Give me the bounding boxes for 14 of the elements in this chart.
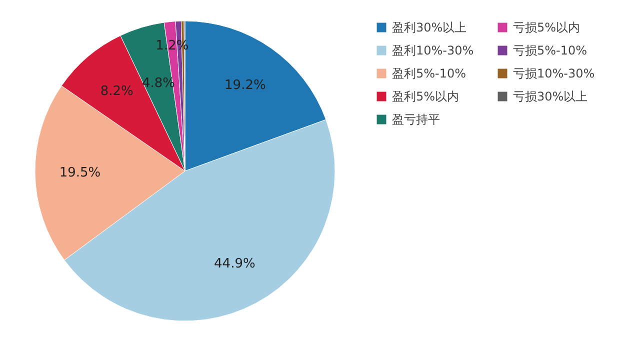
data-label: 19.2% [224, 78, 266, 93]
legend-label: 亏损5%-10% [513, 44, 588, 58]
data-label: 1.2% [156, 38, 189, 54]
legend-label: 盈亏持平 [392, 112, 440, 126]
legend-label: 亏损30%以上 [513, 90, 588, 104]
legend-label: 盈利30%以上 [392, 20, 467, 35]
legend-label: 亏损5%以内 [513, 20, 580, 35]
legend-label: 盈利5%-10% [392, 66, 466, 80]
legend-label: 盈利5%以内 [392, 90, 460, 104]
data-label: 19.5% [59, 166, 101, 181]
data-label: 44.9% [214, 256, 256, 272]
data-label: 8.2% [100, 84, 134, 100]
legend-label: 盈利10%-30% [392, 44, 474, 58]
legend-label: 亏损10%-30% [513, 66, 595, 80]
